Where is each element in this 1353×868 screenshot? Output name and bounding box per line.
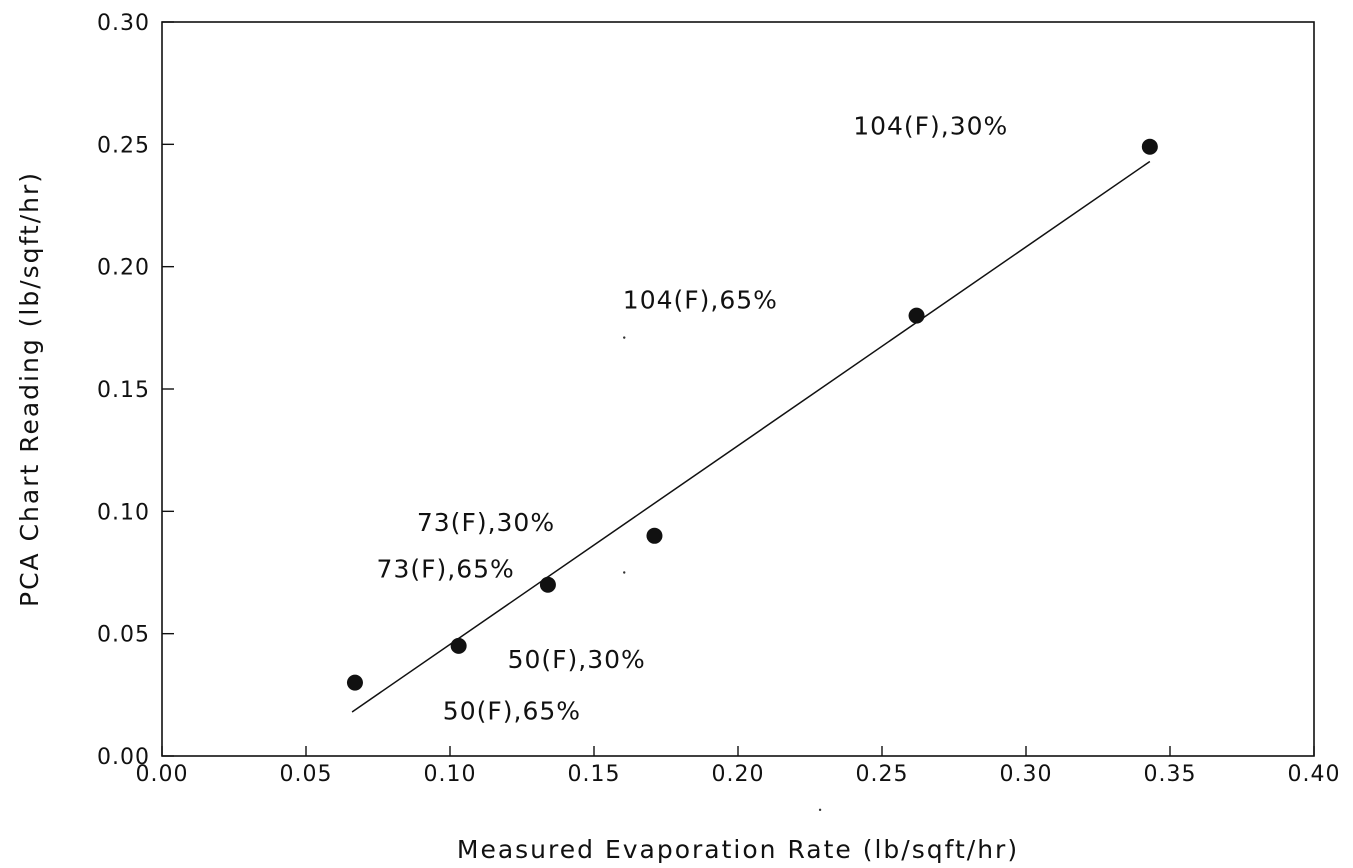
y-tick-label: 0.20 bbox=[97, 256, 150, 281]
data-points bbox=[346, 138, 1158, 691]
x-axis: 0.00 0.05 0.10 0.15 0.20 0.25 0.30 0.35 0.40 bbox=[136, 746, 1341, 787]
point-annotation: 50(F),65% bbox=[443, 696, 581, 725]
x-tick-label: 0.20 bbox=[712, 762, 765, 787]
data-point bbox=[450, 637, 467, 654]
x-tick-label: 0.05 bbox=[280, 762, 333, 787]
x-tick-label: 0.30 bbox=[1000, 762, 1053, 787]
y-axis-title: PCA Chart Reading (lb/sqft/hr) bbox=[15, 171, 44, 607]
plot-frame bbox=[161, 21, 1315, 757]
data-point bbox=[908, 307, 925, 324]
x-tick-label: 0.15 bbox=[568, 762, 621, 787]
y-axis: 0.00 0.05 0.10 0.15 0.20 0.25 0.30 bbox=[97, 11, 174, 770]
y-tick-label: 0.10 bbox=[97, 500, 150, 525]
point-annotation: 104(F),30% bbox=[853, 112, 1008, 141]
fit-line bbox=[351, 160, 1151, 713]
point-annotation: 104(F),65% bbox=[623, 285, 778, 314]
stray-mark bbox=[623, 336, 626, 339]
y-tick-label: 0.15 bbox=[97, 378, 150, 403]
data-point bbox=[646, 527, 663, 544]
point-annotation: 50(F),30% bbox=[508, 645, 646, 674]
x-tick-label: 0.35 bbox=[1144, 762, 1197, 787]
point-annotations: 104(F),30% 104(F),65% 73(F),30% 73(F),65% 50… bbox=[377, 112, 1008, 726]
y-tick-label: 0.00 bbox=[97, 745, 150, 770]
y-tick-label: 0.30 bbox=[97, 11, 150, 36]
x-tick-label: 0.10 bbox=[424, 762, 477, 787]
y-tick-label: 0.25 bbox=[97, 133, 150, 158]
stray-mark bbox=[818, 808, 822, 812]
point-annotation: 73(F),65% bbox=[377, 554, 515, 583]
x-tick-label: 0.40 bbox=[1288, 762, 1341, 787]
x-tick-label: 0.00 bbox=[136, 762, 189, 787]
x-axis-title: Measured Evaporation Rate (lb/sqft/hr) bbox=[457, 835, 1019, 864]
data-point bbox=[346, 674, 363, 691]
data-point bbox=[1141, 138, 1158, 155]
data-point bbox=[539, 576, 556, 593]
stray-mark bbox=[623, 571, 626, 574]
stray-marks bbox=[623, 336, 822, 812]
point-annotation: 73(F),30% bbox=[417, 508, 555, 537]
y-tick-label: 0.05 bbox=[97, 623, 150, 648]
fit-line-layer bbox=[351, 160, 1151, 713]
x-tick-label: 0.25 bbox=[856, 762, 909, 787]
